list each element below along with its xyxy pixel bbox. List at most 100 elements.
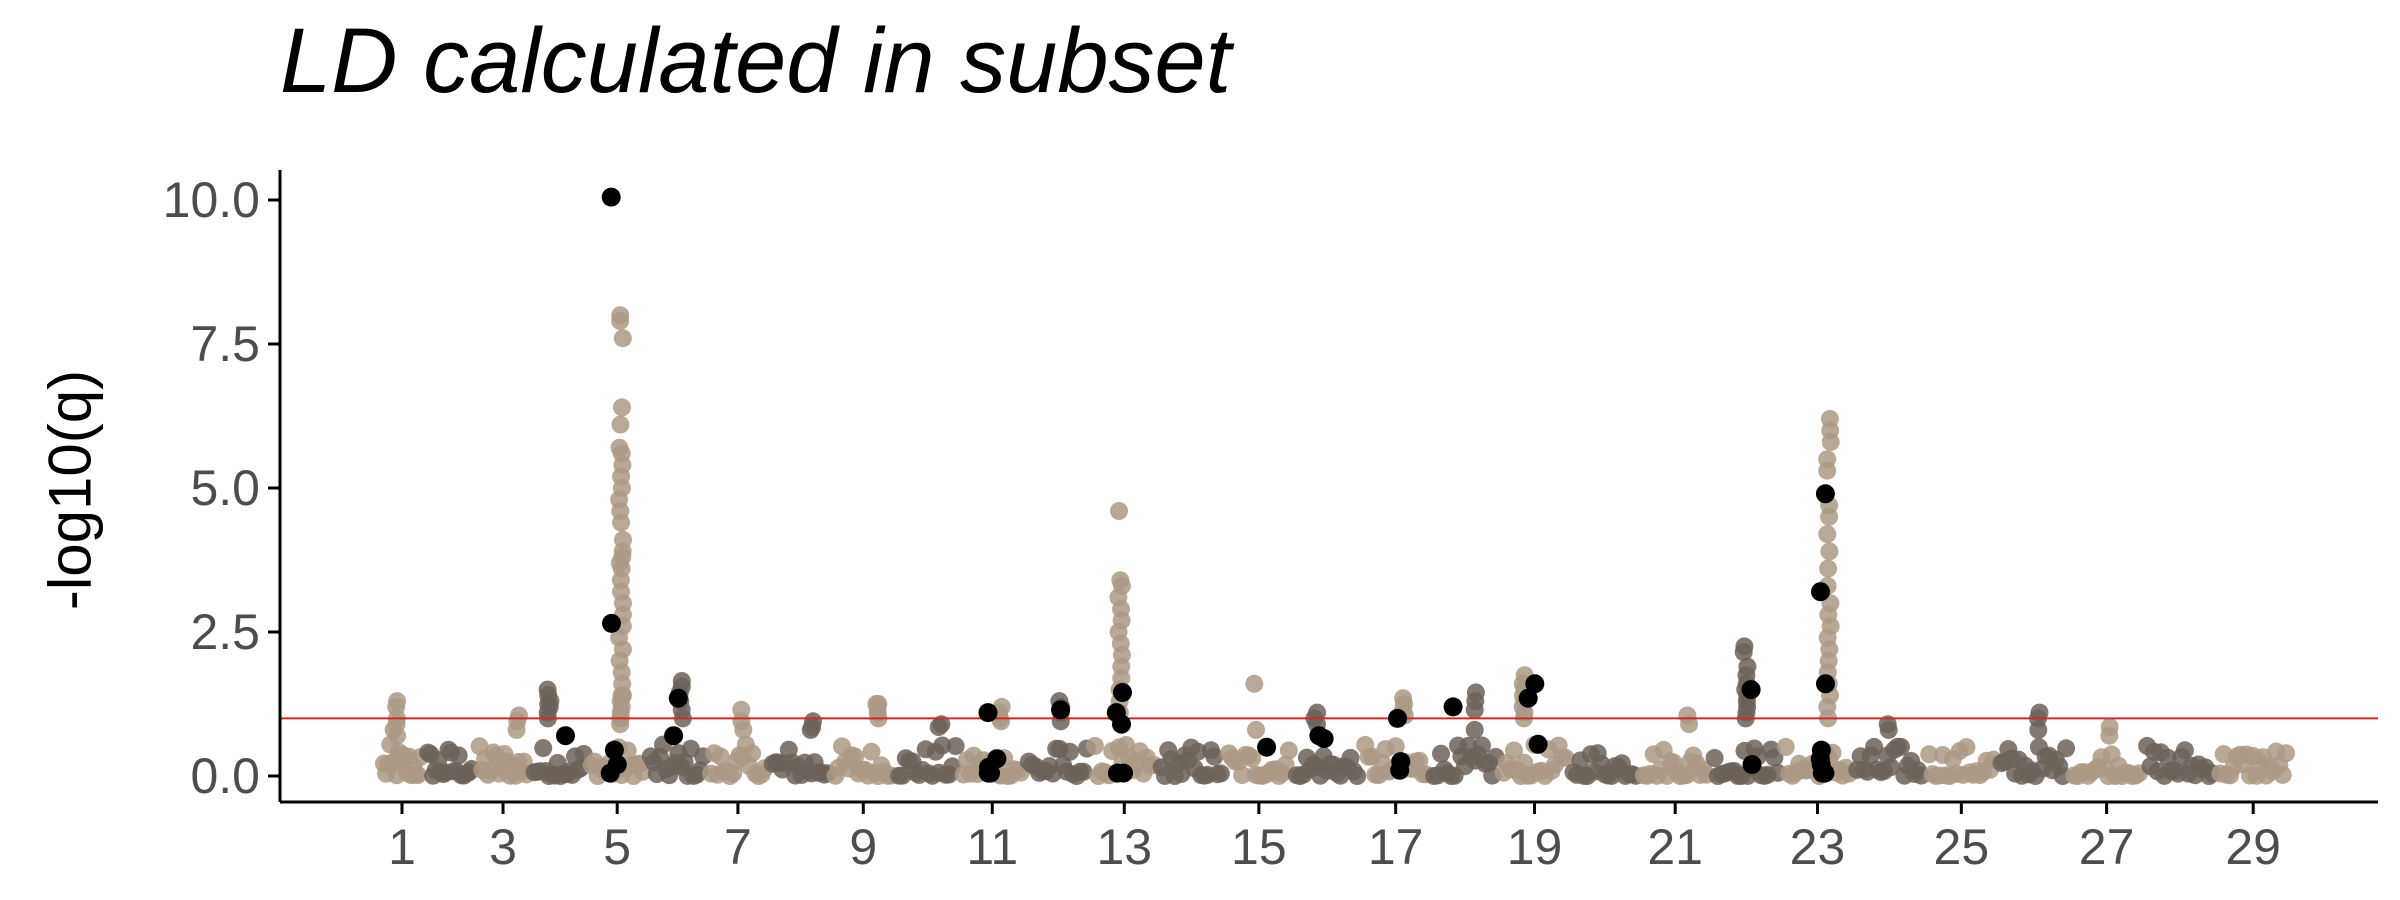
highlighted-snp-point	[1390, 760, 1410, 780]
snp-point	[1386, 737, 1405, 756]
snp-point	[449, 746, 468, 765]
x-tick-label: 29	[2225, 819, 2281, 875]
x-tick-label: 19	[1507, 819, 1563, 875]
snp-point	[613, 329, 632, 348]
highlighted-snp-point	[1107, 763, 1127, 783]
snp-point	[929, 718, 948, 736]
snp-point	[1776, 737, 1795, 756]
snp-point	[611, 715, 630, 734]
snp-point	[1472, 736, 1491, 755]
highlighted-snp-point	[1741, 680, 1761, 700]
snp-point	[1705, 749, 1724, 767]
snp-point	[1920, 745, 1939, 764]
snp-point	[2277, 744, 2295, 763]
snp-point	[1233, 766, 1252, 785]
snp-point	[1819, 559, 1838, 578]
snp-point	[612, 513, 631, 532]
snp-point	[711, 747, 730, 766]
x-tick-label: 21	[1647, 819, 1703, 875]
snp-point	[1060, 742, 1079, 761]
highlighted-snp-point	[1518, 688, 1538, 708]
x-tick-label: 3	[489, 819, 517, 875]
snp-point	[1110, 502, 1128, 520]
highlighted-snp-point	[1113, 683, 1132, 702]
highlighted-snp-point	[1388, 708, 1407, 728]
snp-point	[1820, 542, 1839, 561]
y-tick-label: 10.0	[163, 172, 260, 228]
snp-point	[1085, 737, 1104, 755]
highlighted-snp-point	[1815, 484, 1835, 504]
highlighted-snp-point	[1811, 582, 1830, 602]
snp-point	[408, 766, 427, 784]
highlighted-snp-point	[1443, 697, 1463, 717]
snp-point	[1432, 744, 1450, 763]
highlighted-snp-point	[1314, 729, 1334, 749]
snp-point	[1465, 700, 1484, 719]
highlighted-snp-point	[556, 726, 575, 746]
snp-point	[801, 720, 820, 739]
snp-point	[1245, 674, 1264, 693]
x-tick-label: 25	[1934, 819, 1990, 875]
highlighted-snp-point	[604, 740, 624, 760]
snp-point	[1892, 737, 1910, 756]
snp-point	[1821, 432, 1840, 451]
snp-points-layer	[375, 735, 2295, 785]
snp-point	[933, 736, 952, 755]
x-tick-label: 23	[1790, 819, 1846, 875]
snp-point	[2100, 726, 2119, 745]
snp-point	[534, 739, 553, 758]
snp-point	[1879, 720, 1898, 739]
snp-point	[1881, 758, 1900, 777]
snp-point	[1820, 507, 1839, 526]
snp-point	[611, 312, 630, 330]
x-axis-ticks: 1 3 5 7 9 11 13 15 17 19 21 23 25 27 29	[388, 802, 2281, 875]
snp-point	[1074, 762, 1093, 781]
snp-point	[946, 737, 965, 756]
y-tick-label: 0.0	[190, 748, 260, 804]
snp-point	[1205, 747, 1224, 766]
highlighted-snp-point	[668, 688, 688, 708]
x-tick-label: 7	[724, 819, 752, 875]
peak-points-layer	[384, 306, 2119, 745]
snp-point	[867, 695, 886, 713]
snp-point	[1680, 715, 1699, 734]
highlighted-snp-point	[601, 187, 621, 207]
snp-point	[1211, 764, 1230, 783]
highlighted-snp-point	[1257, 737, 1277, 757]
snp-point	[2029, 720, 2048, 739]
snp-point	[1765, 748, 1784, 767]
highlighted-snp-point	[1051, 700, 1071, 720]
snp-point	[2175, 741, 2194, 760]
snp-point	[388, 726, 407, 745]
highlighted-snp-point	[602, 613, 621, 633]
snp-point	[613, 398, 631, 417]
highlighted-snp-point	[1812, 763, 1832, 783]
x-tick-label: 1	[388, 819, 416, 875]
highlighted-snp-point	[978, 763, 998, 783]
snp-point	[1243, 749, 1262, 768]
snp-point	[1247, 720, 1265, 739]
snp-point	[1348, 767, 1367, 785]
highlighted-snp-point	[600, 763, 620, 783]
snp-point	[618, 741, 637, 760]
y-axis-ticks: 0.0 2.5 5.0 7.5 10.0	[163, 172, 280, 804]
snp-point	[1188, 742, 1207, 761]
snp-point	[1276, 755, 1295, 774]
highlighted-snp-point	[1525, 674, 1545, 694]
snp-point	[1734, 643, 1753, 662]
snp-point	[1818, 525, 1837, 544]
snp-point	[1556, 748, 1575, 767]
x-tick-label: 11	[966, 819, 1018, 875]
y-tick-label: 7.5	[190, 316, 260, 372]
snp-point	[1957, 738, 1976, 757]
snp-point	[2057, 739, 2076, 758]
snp-point	[734, 720, 753, 739]
snp-point	[1818, 461, 1837, 480]
highlighted-snp-point	[664, 726, 684, 746]
snp-point	[611, 415, 630, 434]
snp-point	[613, 686, 632, 705]
highlighted-snp-point	[1112, 714, 1131, 734]
highlighted-snp-point	[1742, 755, 1762, 774]
snp-point	[1504, 741, 1523, 760]
